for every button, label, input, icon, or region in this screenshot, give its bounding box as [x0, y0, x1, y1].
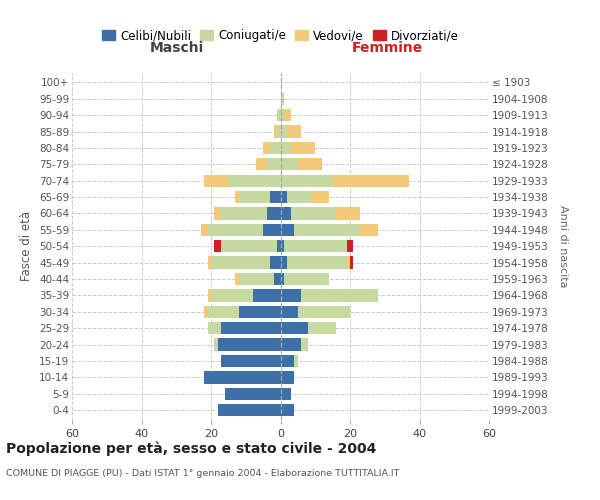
- Bar: [287, 256, 347, 269]
- Bar: [214, 208, 221, 220]
- Bar: [221, 355, 281, 367]
- Bar: [308, 322, 336, 334]
- Bar: [295, 224, 361, 236]
- Bar: [204, 371, 281, 384]
- Bar: [281, 338, 301, 350]
- Bar: [229, 174, 281, 187]
- Bar: [281, 388, 291, 400]
- Bar: [214, 338, 218, 350]
- Bar: [266, 158, 281, 170]
- Bar: [239, 306, 281, 318]
- Bar: [281, 240, 284, 252]
- Bar: [281, 322, 308, 334]
- Bar: [211, 256, 270, 269]
- Bar: [295, 355, 298, 367]
- Bar: [281, 290, 301, 302]
- Bar: [239, 191, 270, 203]
- Bar: [239, 273, 274, 285]
- Bar: [281, 404, 295, 416]
- Bar: [208, 256, 211, 269]
- Bar: [291, 208, 336, 220]
- Bar: [312, 191, 329, 203]
- Bar: [281, 224, 295, 236]
- Bar: [211, 290, 253, 302]
- Bar: [287, 191, 312, 203]
- Bar: [263, 142, 270, 154]
- Y-axis label: Fasce di età: Fasce di età: [20, 211, 34, 282]
- Bar: [298, 306, 350, 318]
- Bar: [277, 240, 281, 252]
- Bar: [204, 174, 229, 187]
- Bar: [277, 109, 281, 122]
- Bar: [281, 256, 287, 269]
- Bar: [350, 256, 353, 269]
- Bar: [277, 126, 281, 138]
- Bar: [301, 290, 378, 302]
- Bar: [291, 142, 315, 154]
- Bar: [270, 142, 281, 154]
- Bar: [281, 158, 298, 170]
- Bar: [274, 126, 277, 138]
- Bar: [270, 256, 281, 269]
- Bar: [208, 306, 239, 318]
- Text: Maschi: Maschi: [150, 42, 204, 56]
- Bar: [284, 240, 347, 252]
- Bar: [298, 158, 322, 170]
- Bar: [263, 224, 281, 236]
- Y-axis label: Anni di nascita: Anni di nascita: [558, 205, 568, 288]
- Bar: [332, 174, 409, 187]
- Bar: [281, 355, 295, 367]
- Bar: [336, 208, 361, 220]
- Bar: [256, 158, 266, 170]
- Legend: Celibi/Nubili, Coniugati/e, Vedovi/e, Divorziati/e: Celibi/Nubili, Coniugati/e, Vedovi/e, Di…: [98, 24, 463, 47]
- Bar: [235, 273, 239, 285]
- Bar: [218, 338, 281, 350]
- Text: COMUNE DI PIAGGE (PU) - Dati ISTAT 1° gennaio 2004 - Elaborazione TUTTITALIA.IT: COMUNE DI PIAGGE (PU) - Dati ISTAT 1° ge…: [6, 469, 400, 478]
- Bar: [281, 109, 284, 122]
- Bar: [235, 191, 239, 203]
- Bar: [281, 273, 284, 285]
- Bar: [274, 273, 281, 285]
- Bar: [221, 240, 277, 252]
- Bar: [281, 174, 332, 187]
- Bar: [361, 224, 378, 236]
- Bar: [200, 224, 208, 236]
- Bar: [221, 208, 266, 220]
- Bar: [218, 404, 281, 416]
- Bar: [208, 322, 221, 334]
- Bar: [281, 142, 291, 154]
- Bar: [281, 208, 291, 220]
- Bar: [281, 191, 287, 203]
- Bar: [287, 126, 301, 138]
- Bar: [204, 306, 208, 318]
- Bar: [281, 371, 295, 384]
- Bar: [253, 290, 281, 302]
- Bar: [347, 240, 353, 252]
- Bar: [284, 273, 329, 285]
- Bar: [284, 109, 291, 122]
- Bar: [266, 208, 281, 220]
- Text: Popolazione per età, sesso e stato civile - 2004: Popolazione per età, sesso e stato civil…: [6, 441, 376, 456]
- Bar: [281, 92, 284, 105]
- Bar: [221, 322, 281, 334]
- Bar: [281, 126, 287, 138]
- Bar: [208, 224, 263, 236]
- Bar: [214, 240, 221, 252]
- Bar: [281, 306, 298, 318]
- Bar: [225, 388, 281, 400]
- Text: Femmine: Femmine: [352, 42, 422, 56]
- Bar: [347, 256, 350, 269]
- Bar: [270, 191, 281, 203]
- Bar: [301, 338, 308, 350]
- Bar: [208, 290, 211, 302]
